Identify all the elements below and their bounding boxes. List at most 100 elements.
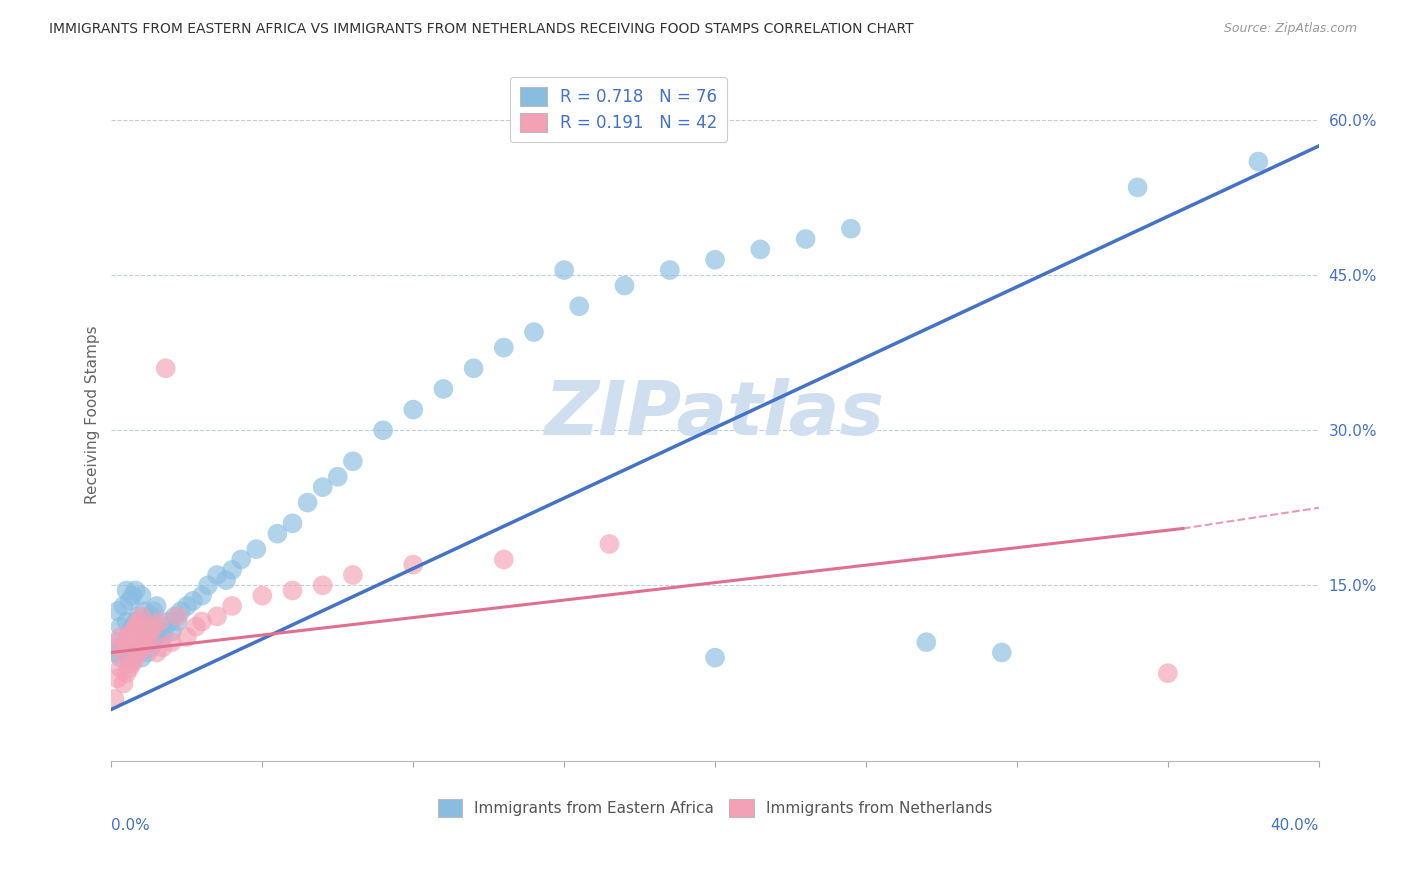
Point [205,568,228,582]
Point [118,594,141,608]
Point [221,599,243,613]
Point [131,620,153,634]
Point [139,609,162,624]
Point [704,252,727,267]
Point [1247,154,1270,169]
Point [155,361,177,376]
Point [163,609,186,624]
Point [107,640,129,655]
Point [145,599,167,613]
Point [463,361,485,376]
Point [568,299,591,313]
Point [139,624,162,639]
Point [191,589,214,603]
Point [166,609,188,624]
Point [197,578,219,592]
Point [118,630,141,644]
Point [115,583,138,598]
Text: 0.0%: 0.0% [111,818,150,833]
Point [103,692,125,706]
Point [110,650,132,665]
Point [152,640,174,655]
Point [915,635,938,649]
Point [134,604,156,618]
Point [110,661,132,675]
Point [176,599,198,613]
Point [1126,180,1149,194]
Point [112,676,135,690]
Point [131,589,153,603]
Point [266,526,288,541]
Point [523,325,546,339]
Point [124,650,146,665]
Point [252,589,274,603]
Point [145,630,167,644]
Point [149,615,172,629]
Point [326,470,349,484]
Point [166,615,188,629]
Point [115,635,138,649]
Point [160,624,183,639]
Point [112,645,135,659]
Point [281,516,304,531]
Point [176,630,198,644]
Point [221,563,243,577]
Y-axis label: Receiving Food Stamps: Receiving Food Stamps [86,326,100,504]
Point [128,645,150,659]
Point [118,624,141,639]
Point [118,661,141,675]
Point [145,645,167,659]
Point [281,583,304,598]
Point [121,656,143,670]
Point [107,635,129,649]
Point [160,635,183,649]
Point [139,640,162,655]
Point [658,263,681,277]
Point [121,589,143,603]
Point [598,537,620,551]
Point [371,423,394,437]
Point [181,594,204,608]
Point [131,640,153,655]
Point [112,599,135,613]
Point [492,341,515,355]
Point [312,578,335,592]
Text: Source: ZipAtlas.com: Source: ZipAtlas.com [1223,22,1357,36]
Point [121,650,143,665]
Point [157,615,180,629]
Point [342,454,364,468]
Point [112,640,135,655]
Point [704,650,727,665]
Text: IMMIGRANTS FROM EASTERN AFRICA VS IMMIGRANTS FROM NETHERLANDS RECEIVING FOOD STA: IMMIGRANTS FROM EASTERN AFRICA VS IMMIGR… [49,22,914,37]
Point [184,620,207,634]
Point [136,645,159,659]
Point [110,620,132,634]
Point [312,480,335,494]
Point [613,278,636,293]
Point [191,615,214,629]
Point [124,620,146,634]
Text: 40.0%: 40.0% [1271,818,1319,833]
Point [103,645,125,659]
Point [297,495,319,509]
Point [115,615,138,629]
Point [124,645,146,659]
Point [110,630,132,644]
Point [432,382,454,396]
Point [215,573,238,587]
Text: ZIPatlas: ZIPatlas [546,378,884,451]
Point [149,624,172,639]
Point [134,635,156,649]
Point [128,609,150,624]
Point [402,558,425,572]
Point [142,635,165,649]
Point [152,630,174,644]
Point [118,656,141,670]
Point [128,615,150,629]
Point [107,671,129,685]
Point [124,583,146,598]
Point [402,402,425,417]
Point [121,624,143,639]
Legend: Immigrants from Eastern Africa, Immigrants from Netherlands: Immigrants from Eastern Africa, Immigran… [432,793,998,822]
Point [205,609,228,624]
